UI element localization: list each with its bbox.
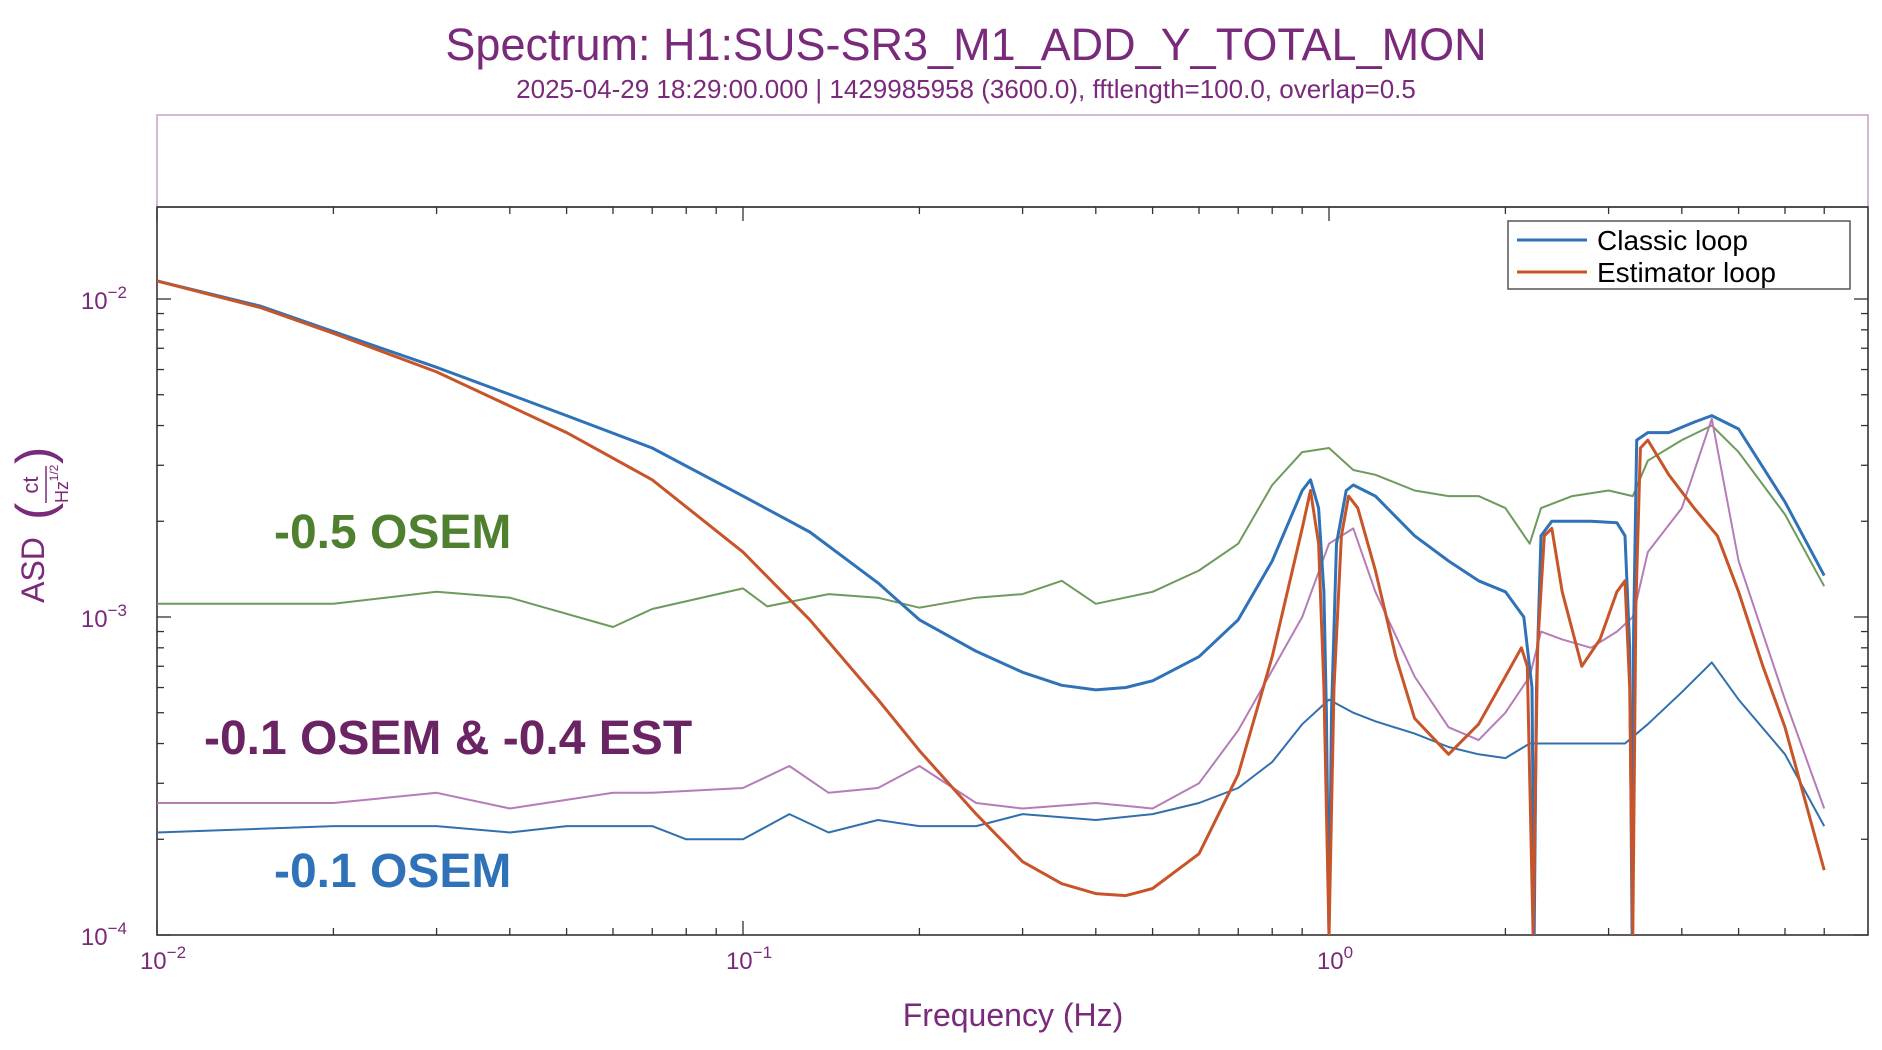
annotation-osem-01-est-04: -0.1 OSEM & -0.4 EST [204,712,692,765]
annotation-osem-05: -0.5 OSEM [274,506,511,559]
y-tick-label: 10−4 [81,919,127,951]
y-axis-unit-exponent: 1/2 [47,464,61,481]
legend-label-classic: Classic loop [1597,225,1748,256]
series-line-0-5-osem [157,424,1826,628]
y-axis-unit-denominator: Hz [52,481,72,503]
y-axis-paren-left: ( [6,502,64,520]
series-line-estimator-loop [157,279,1826,935]
x-tick-label: 10−1 [726,943,772,975]
series-line-0-1-osem [157,661,1826,841]
legend: Classic loop Estimator loop [1507,220,1851,290]
annotation-osem-01: -0.1 OSEM [274,845,511,898]
axis-ticks: 10−2 10−1 100 10−2 10−3 10−4 [81,207,1868,975]
legend-box [1507,220,1851,290]
series-line-0-1-osem-0-4-est [157,417,1826,810]
y-axis-label: ASD ( ct Hz 1/2 ) [6,447,72,603]
series-line-classic-loop [157,279,1826,935]
x-tick-label: 100 [1317,943,1353,975]
x-axis-label: Frequency (Hz) [903,997,1124,1033]
y-axis-label-text: ASD [15,537,51,603]
y-axis-paren-right: ) [6,447,64,464]
series-group [157,279,1826,935]
y-axis-unit-numerator: ct [18,476,43,493]
y-tick-label: 10−3 [81,601,127,633]
y-tick-label: 10−2 [81,283,127,315]
chart-subtitle: 2025-04-29 18:29:00.000 | 1429985958 (36… [516,74,1416,104]
legend-label-estimator: Estimator loop [1597,257,1776,288]
x-tick-label: 10−2 [140,943,186,975]
plot-frame [156,206,1869,936]
chart-title: Spectrum: H1:SUS-SR3_M1_ADD_Y_TOTAL_MON [445,19,1486,70]
